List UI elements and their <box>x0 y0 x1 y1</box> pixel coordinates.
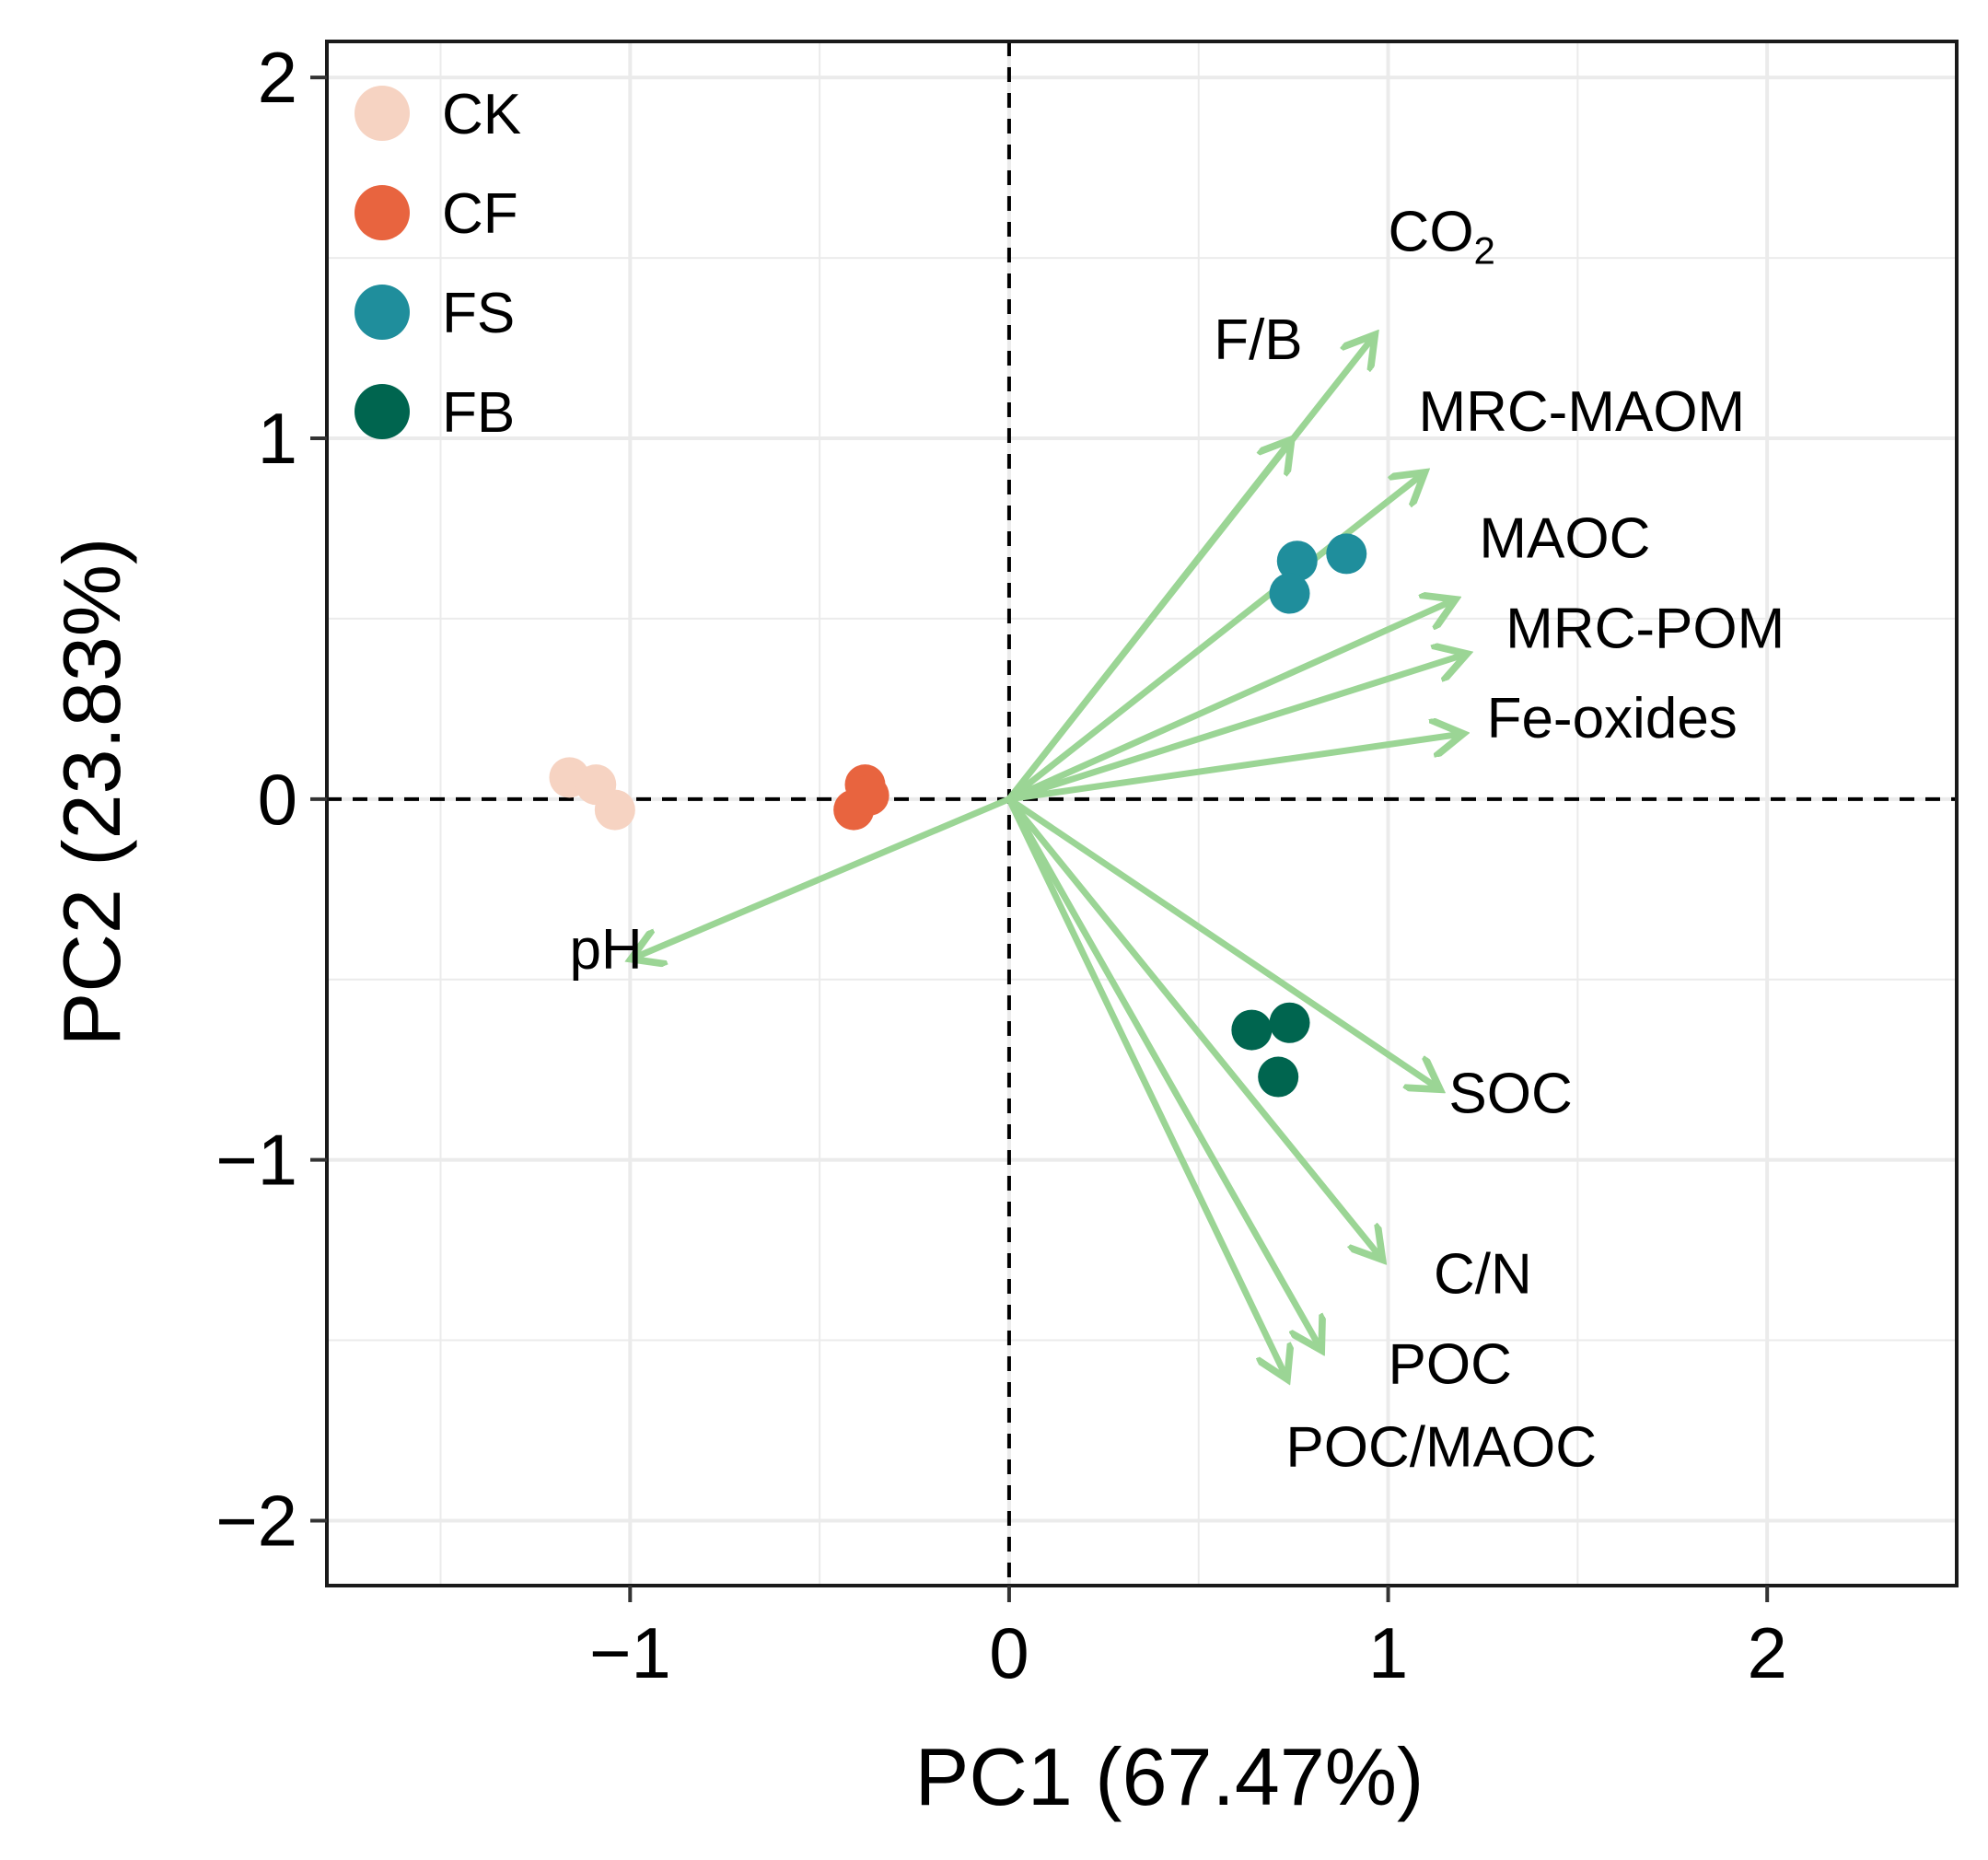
point-fs <box>1326 533 1367 575</box>
point-fb <box>1269 1002 1310 1043</box>
x-tick-label: 2 <box>1747 1612 1786 1693</box>
loading-arrow-soc <box>1006 796 1437 1087</box>
loading-arrow-mrc-maom <box>1006 474 1423 803</box>
legend-label-cf: CF <box>442 182 518 246</box>
loading-label-subscript: 2 <box>1474 228 1495 272</box>
y-tick-label: 2 <box>258 37 297 118</box>
grid <box>327 41 1958 1586</box>
x-axis-title: PC1 (67.47%) <box>915 1731 1424 1822</box>
legend-key-fb <box>355 384 410 439</box>
loading-arrow-ph <box>634 796 1013 958</box>
loading-label-fe-oxides: Fe-oxides <box>1487 687 1738 750</box>
legend-key-fs <box>355 285 410 340</box>
x-tick-label: 0 <box>989 1612 1029 1693</box>
point-ck <box>594 789 635 831</box>
point-fb <box>1231 1009 1273 1051</box>
plot-panel-border <box>325 40 1959 1587</box>
point-fb <box>1258 1056 1299 1098</box>
point-fs <box>1269 573 1310 614</box>
loading-arrow-fe-oxides <box>1006 734 1460 803</box>
loading-arrow-poc-maoc <box>1006 796 1285 1377</box>
loading-labels: CO2 F/B MRC-MAOM MAOC MRC-POM Fe-oxides pH SOC C… <box>569 200 1785 1479</box>
loading-arrow-maoc <box>1006 600 1453 803</box>
sample-points <box>549 533 1367 1098</box>
loading-label-poc: POC <box>1389 1333 1512 1397</box>
legend-label-ck: CK <box>442 83 521 146</box>
loading-label-c-n: C/N <box>1434 1243 1532 1307</box>
y-tick-label: 0 <box>258 759 297 840</box>
loading-arrow-c-n <box>1006 796 1380 1258</box>
y-axis-title: PC2 (23.83%) <box>46 538 137 1047</box>
legend-key-ck <box>355 86 410 141</box>
loading-arrow-f-b <box>1006 442 1290 803</box>
y-tick-label: −1 <box>215 1120 297 1201</box>
y-tick-label: 1 <box>258 398 297 479</box>
loading-label-maoc: MAOC <box>1479 506 1650 570</box>
x-tick-label: 1 <box>1368 1612 1408 1693</box>
loading-label-f-b: F/B <box>1214 308 1302 372</box>
loading-label-poc-maoc: POC/MAOC <box>1285 1416 1597 1480</box>
x-tick-label: −1 <box>589 1612 671 1693</box>
loading-label-mrc-maom: MRC-MAOM <box>1418 380 1745 444</box>
loading-label-ph: pH <box>569 918 642 982</box>
loading-arrow-poc <box>1006 796 1320 1348</box>
loading-arrow-mrc-pom <box>1006 655 1464 803</box>
y-tick-label: −2 <box>215 1480 297 1561</box>
loading-label-mrc-pom: MRC-POM <box>1506 597 1785 660</box>
loading-label-co2: CO2 <box>1389 200 1495 272</box>
loading-vectors <box>634 337 1463 1376</box>
loading-label-soc: SOC <box>1448 1063 1572 1126</box>
legend-label-fb: FB <box>442 381 515 445</box>
axis-ticks: −1 0 1 2 −2 −1 0 1 2 <box>215 37 1787 1693</box>
point-cf <box>848 774 889 816</box>
legend-label-fs: FS <box>442 282 515 345</box>
legend: CK CF FS FB <box>355 83 521 445</box>
point-fs <box>1276 541 1318 582</box>
legend-key-cf <box>355 185 410 240</box>
reference-lines <box>327 41 1957 1586</box>
